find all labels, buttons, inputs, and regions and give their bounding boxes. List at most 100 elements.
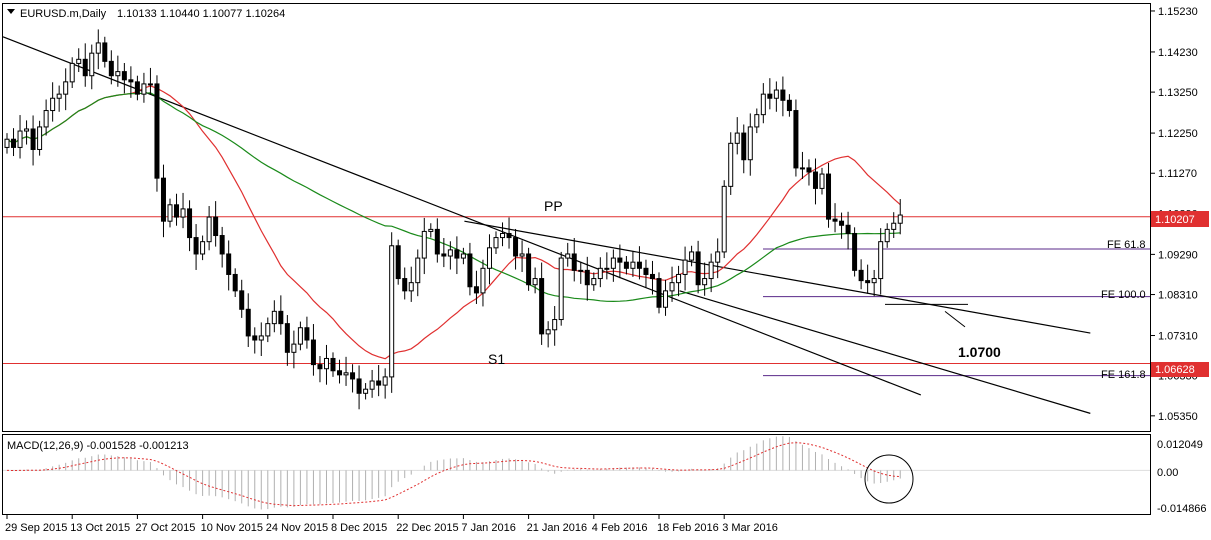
- candle-bear: [160, 177, 166, 222]
- y-axis-label: 1.08310: [1158, 290, 1198, 302]
- candle-bear: [539, 278, 545, 335]
- candle-bull: [604, 267, 610, 270]
- triangle-down-icon[interactable]: [7, 9, 15, 14]
- candle-bear: [128, 79, 134, 83]
- candle-bear: [395, 245, 401, 280]
- candle-bull: [578, 269, 584, 272]
- candle-bear: [441, 253, 447, 257]
- candle-bull: [76, 58, 82, 64]
- candle-bull: [95, 42, 101, 54]
- trendline-steep: [679, 290, 1091, 414]
- candle-bear: [174, 204, 180, 218]
- candle-bear: [793, 110, 799, 169]
- candle-bull: [819, 173, 825, 189]
- macd-panel-frame: [2, 434, 1151, 515]
- candle-bull: [271, 310, 277, 325]
- candle-bear: [252, 335, 258, 341]
- candle-bull: [480, 267, 486, 294]
- candle-bear: [219, 235, 225, 255]
- x-axis-label: 21 Jan 2016: [527, 522, 588, 534]
- candle-bull: [597, 267, 603, 280]
- x-axis-label: 4 Feb 2016: [592, 522, 648, 534]
- candle-bull: [669, 282, 675, 292]
- candle-bull: [721, 185, 727, 253]
- y-axis-label: 1.15230: [1158, 6, 1198, 18]
- x-axis-label: 8 Dec 2015: [331, 522, 387, 534]
- candle-bull: [389, 245, 395, 378]
- macd-highlight-circle: [864, 454, 914, 504]
- candle-bull: [728, 142, 734, 187]
- pp-label: PP: [544, 198, 563, 214]
- candle-bear: [473, 286, 479, 294]
- candle-bear: [304, 327, 310, 341]
- fib-label-100: FE 100.0: [1101, 289, 1146, 301]
- candle-bull: [363, 388, 369, 394]
- candle-bull: [382, 376, 388, 386]
- candle-bear: [134, 81, 140, 95]
- candle-bear: [858, 269, 864, 282]
- candle-bear: [839, 220, 845, 226]
- candle-bull: [89, 52, 95, 77]
- candle-bear: [108, 60, 114, 77]
- candle-bull: [258, 335, 264, 341]
- candle-bull: [421, 230, 427, 259]
- candle-bull: [552, 319, 558, 331]
- candle-bull: [56, 93, 62, 99]
- candle-bear: [11, 138, 17, 148]
- candle-bull: [415, 257, 421, 284]
- candle-bear: [617, 257, 623, 263]
- candle-bull: [493, 237, 499, 249]
- candle-bear: [571, 253, 577, 271]
- x-axis-label: 13 Oct 2015: [70, 522, 130, 534]
- candle-bear: [865, 280, 871, 284]
- candle-bear: [454, 249, 460, 259]
- candle-bear: [193, 237, 199, 255]
- x-axis-label: 24 Nov 2015: [266, 522, 328, 534]
- candle-bull: [682, 259, 688, 275]
- candle-bear: [350, 372, 356, 380]
- candle-bull: [447, 249, 453, 257]
- candle-bear: [434, 228, 440, 255]
- candle-bull: [558, 257, 564, 321]
- candle-bear: [213, 216, 219, 237]
- candle-bull: [265, 323, 271, 337]
- candle-bull: [734, 132, 740, 144]
- x-axis-label: 10 Nov 2015: [201, 522, 263, 534]
- x-axis-label: 3 Mar 2016: [722, 522, 778, 534]
- macd-label: MACD(12,26,9) -0.001528 -0.001213: [7, 440, 189, 452]
- candle-bull: [323, 357, 329, 370]
- candle-bear: [832, 218, 838, 222]
- macd-axis-bottom: -0.014866: [1157, 503, 1207, 515]
- y-axis-label: 1.09290: [1158, 249, 1198, 261]
- candle-bull: [4, 138, 10, 148]
- candle-bull: [565, 253, 571, 259]
- candle-bull: [141, 83, 147, 95]
- x-axis-label: 29 Sep 2015: [5, 522, 67, 534]
- candle-bull: [43, 110, 49, 128]
- candle-bear: [187, 208, 193, 239]
- candle-bear: [812, 171, 818, 189]
- x-axis-label: 22 Dec 2015: [396, 522, 458, 534]
- candle-bull: [773, 89, 779, 99]
- x-axis-label: 27 Oct 2015: [135, 522, 195, 534]
- candle-bull: [200, 241, 206, 255]
- candle-bear: [649, 273, 655, 280]
- main-chart-frame: [2, 3, 1151, 432]
- candle-bear: [317, 364, 323, 370]
- candle-bear: [643, 267, 649, 275]
- candle-bear: [337, 370, 343, 376]
- candle-bear: [845, 224, 851, 234]
- symbol-label: EURUSD.m,Daily: [20, 8, 107, 20]
- candle-bear: [741, 132, 747, 161]
- candle-bear: [767, 93, 773, 99]
- candle-bull: [50, 97, 56, 112]
- candle-bear: [526, 253, 532, 286]
- current-price-text: 1.10207: [1155, 214, 1195, 226]
- current-price-tag: [1151, 211, 1209, 227]
- candle-bear: [376, 380, 382, 386]
- candle-bull: [147, 83, 153, 86]
- candle-bull: [500, 232, 506, 239]
- y-axis-label: 1.12250: [1158, 128, 1198, 140]
- candle-bear: [278, 310, 284, 325]
- candle-bull: [871, 278, 877, 284]
